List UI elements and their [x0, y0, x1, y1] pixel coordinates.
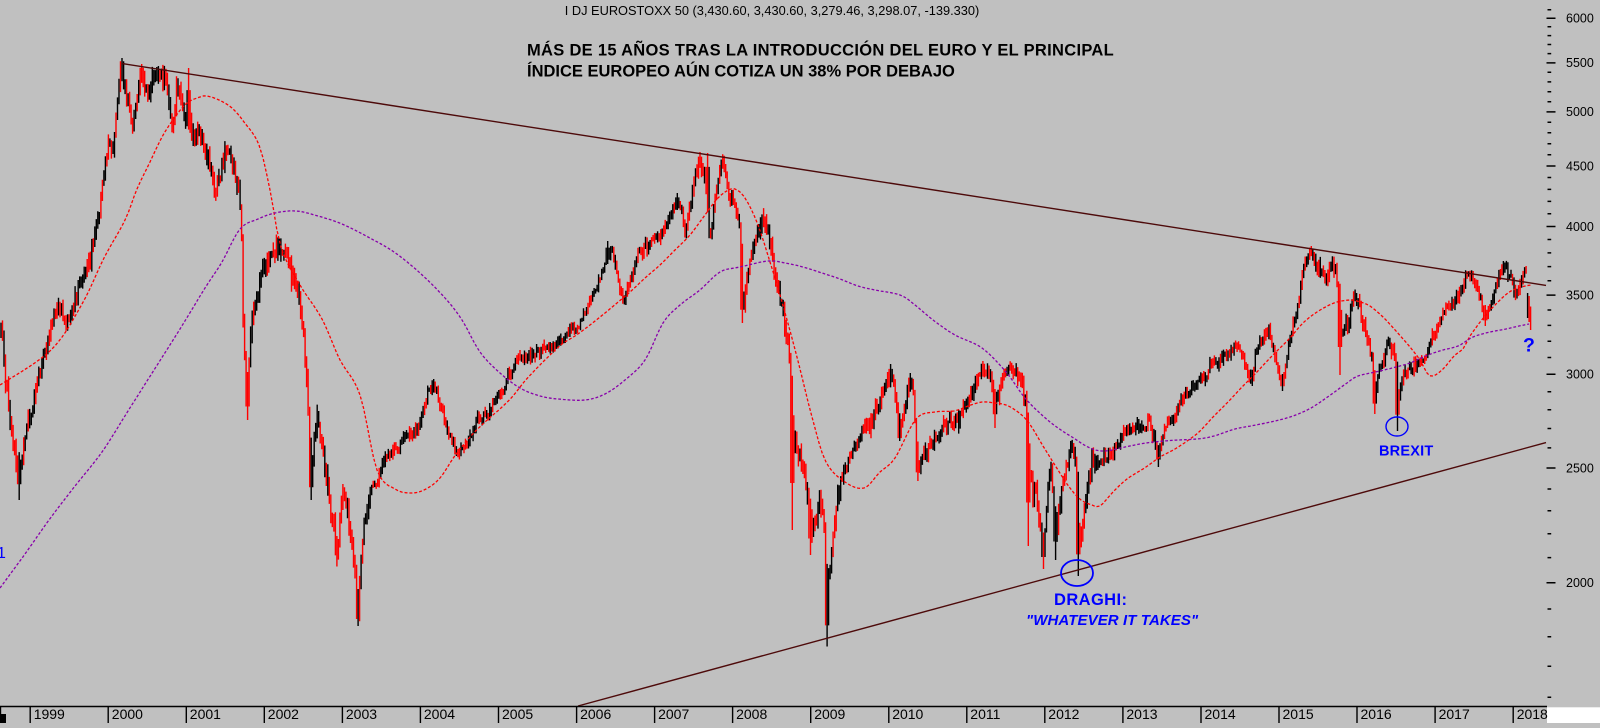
svg-text:4000: 4000	[1566, 220, 1594, 234]
svg-text:2005: 2005	[502, 706, 533, 722]
svg-text:BREXIT: BREXIT	[1379, 443, 1433, 459]
svg-text:6000: 6000	[1566, 12, 1594, 26]
svg-text:2003: 2003	[346, 706, 377, 722]
svg-text:2002: 2002	[268, 706, 299, 722]
svg-text:2010: 2010	[892, 706, 923, 722]
svg-text:2000: 2000	[112, 706, 143, 722]
svg-text:2011: 2011	[970, 706, 1000, 722]
svg-text:I DJ EUROSTOXX 50 (3,430.60, 3: I DJ EUROSTOXX 50 (3,430.60, 3,430.60, 3…	[565, 3, 980, 18]
svg-text:"WHATEVER IT TAKES": "WHATEVER IT TAKES"	[1026, 612, 1199, 629]
svg-text:2012: 2012	[1048, 706, 1079, 722]
svg-text:2000: 2000	[1566, 576, 1594, 590]
svg-text:2015: 2015	[1283, 706, 1314, 722]
svg-text:5000: 5000	[1566, 105, 1594, 119]
svg-text:1999: 1999	[34, 706, 65, 722]
svg-text:2018: 2018	[1517, 706, 1548, 722]
svg-text:2001: 2001	[190, 706, 221, 722]
svg-text:2004: 2004	[424, 706, 455, 722]
svg-text:3000: 3000	[1566, 368, 1594, 382]
svg-text:2009: 2009	[814, 706, 845, 722]
svg-text:2008: 2008	[736, 706, 767, 722]
svg-text:ÍNDICE EUROPEO AÚN COTIZA UN 3: ÍNDICE EUROPEO AÚN COTIZA UN 38% POR DEB…	[527, 61, 955, 80]
svg-text:2013: 2013	[1126, 706, 1157, 722]
svg-text:2007: 2007	[658, 706, 689, 722]
svg-text:MÁS DE 15 AÑOS TRAS LA INTRODU: MÁS DE 15 AÑOS TRAS LA INTRODUCCIÓN DEL …	[527, 39, 1114, 59]
svg-text:2016: 2016	[1361, 706, 1392, 722]
svg-text:2017: 2017	[1439, 706, 1470, 722]
svg-text:5500: 5500	[1566, 56, 1594, 70]
svg-text:?: ?	[1523, 335, 1535, 357]
svg-text:4500: 4500	[1566, 159, 1594, 173]
svg-text:2006: 2006	[580, 706, 611, 722]
svg-text:DRAGHI:: DRAGHI:	[1054, 591, 1127, 609]
svg-text:3500: 3500	[1566, 288, 1594, 302]
svg-text:2500: 2500	[1566, 461, 1594, 475]
svg-text:1: 1	[0, 545, 6, 562]
svg-text:2014: 2014	[1205, 706, 1236, 722]
